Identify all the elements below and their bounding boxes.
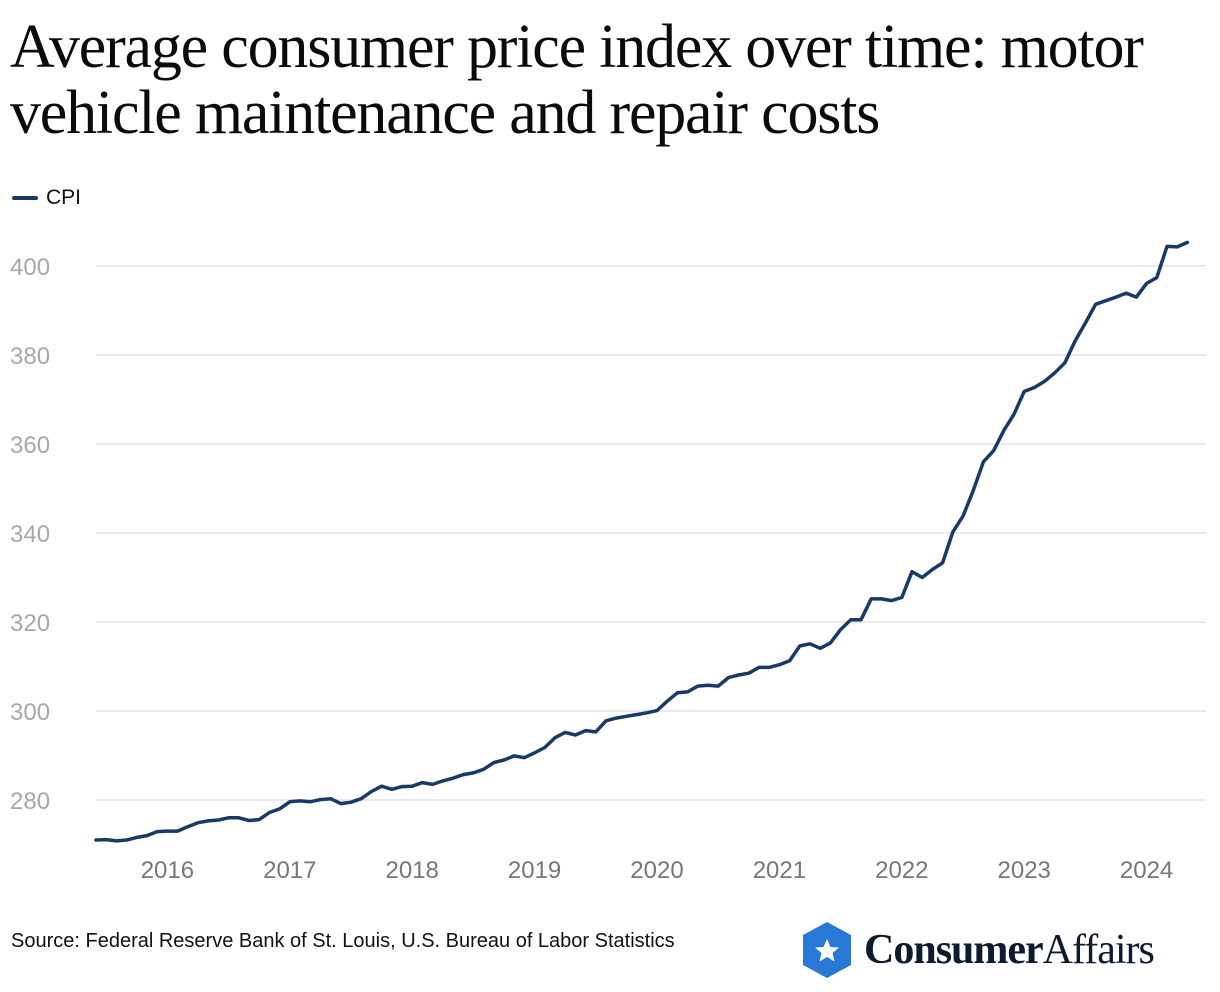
y-tick-label: 320 xyxy=(10,610,50,637)
line-chart: 280 300 320 340 360 380 400 2016 2017 2018 2019 202… xyxy=(10,240,1206,884)
y-tick-label: 340 xyxy=(10,521,50,548)
y-tick-label: 360 xyxy=(10,432,50,459)
consumeraffairs-logo: ConsumerAffairs xyxy=(800,920,1155,980)
star-hexagon-icon xyxy=(803,922,851,978)
legend-swatch-cpi xyxy=(12,196,38,200)
y-tick-label: 400 xyxy=(10,254,50,281)
x-tick-label: 2017 xyxy=(263,857,316,884)
x-tick-label: 2021 xyxy=(753,857,806,884)
series-line-cpi xyxy=(94,240,1190,843)
legend: CPI xyxy=(12,186,81,210)
x-tick-label: 2018 xyxy=(386,857,439,884)
chart-title: Average consumer price index over time: … xyxy=(10,13,1144,147)
x-tick-label: 2019 xyxy=(508,857,561,884)
y-tick-label: 280 xyxy=(10,788,50,815)
x-tick-label: 2016 xyxy=(141,857,194,884)
y-tick-label: 300 xyxy=(10,699,50,726)
x-tick-label: 2023 xyxy=(998,857,1051,884)
source-note: Source: Federal Reserve Bank of St. Loui… xyxy=(11,930,675,952)
legend-label-cpi: CPI xyxy=(46,186,82,209)
x-tick-label: 2022 xyxy=(875,857,928,884)
x-tick-label: 2020 xyxy=(630,857,683,884)
y-tick-label: 380 xyxy=(10,343,50,370)
x-tick-label: 2024 xyxy=(1120,857,1173,884)
